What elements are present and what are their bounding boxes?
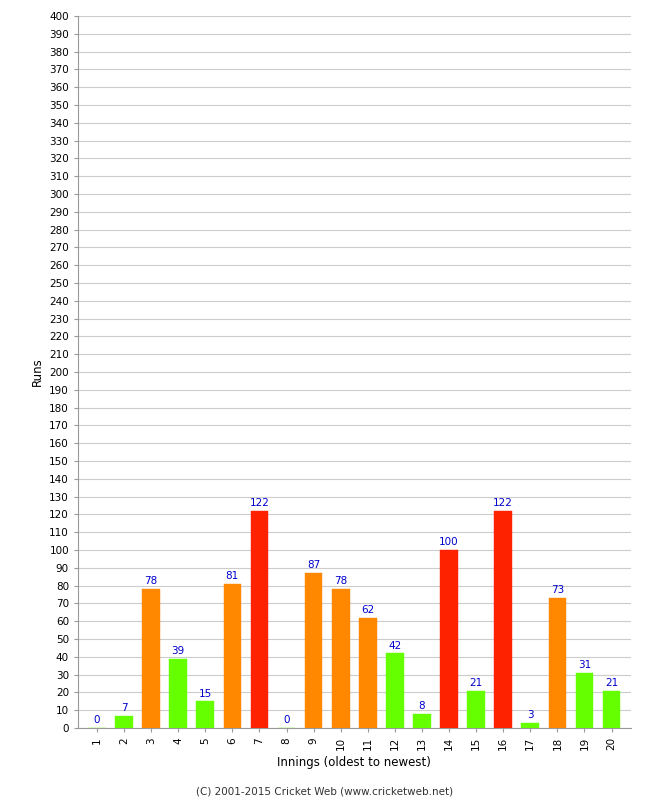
Text: 31: 31 xyxy=(578,660,591,670)
Text: 7: 7 xyxy=(121,703,127,713)
Bar xyxy=(196,702,214,728)
Text: 73: 73 xyxy=(551,586,564,595)
Text: 78: 78 xyxy=(334,577,347,586)
Y-axis label: Runs: Runs xyxy=(31,358,44,386)
Bar xyxy=(332,589,350,728)
Text: 21: 21 xyxy=(605,678,618,688)
Text: 42: 42 xyxy=(388,641,402,650)
Text: 0: 0 xyxy=(283,715,290,726)
Bar xyxy=(224,584,241,728)
Bar xyxy=(413,714,431,728)
Bar xyxy=(142,589,160,728)
Text: 15: 15 xyxy=(199,689,212,698)
Text: 100: 100 xyxy=(439,538,459,547)
Text: 3: 3 xyxy=(527,710,534,720)
Bar xyxy=(170,658,187,728)
Text: 87: 87 xyxy=(307,561,320,570)
Bar xyxy=(359,618,376,728)
Text: 81: 81 xyxy=(226,571,239,581)
Bar xyxy=(576,673,593,728)
Bar xyxy=(305,573,322,728)
Bar xyxy=(521,722,539,728)
Bar xyxy=(495,511,512,728)
Text: 78: 78 xyxy=(144,577,158,586)
Bar xyxy=(386,654,404,728)
Bar xyxy=(440,550,458,728)
Text: 8: 8 xyxy=(419,701,425,711)
Bar xyxy=(251,511,268,728)
Bar xyxy=(549,598,566,728)
X-axis label: Innings (oldest to newest): Innings (oldest to newest) xyxy=(278,756,431,769)
Text: 39: 39 xyxy=(172,646,185,656)
Text: 122: 122 xyxy=(493,498,513,508)
Text: 122: 122 xyxy=(250,498,269,508)
Bar xyxy=(115,715,133,728)
Text: 62: 62 xyxy=(361,605,374,615)
Bar xyxy=(603,690,620,728)
Bar xyxy=(467,690,485,728)
Text: (C) 2001-2015 Cricket Web (www.cricketweb.net): (C) 2001-2015 Cricket Web (www.cricketwe… xyxy=(196,786,454,796)
Text: 0: 0 xyxy=(94,715,100,726)
Text: 21: 21 xyxy=(469,678,483,688)
